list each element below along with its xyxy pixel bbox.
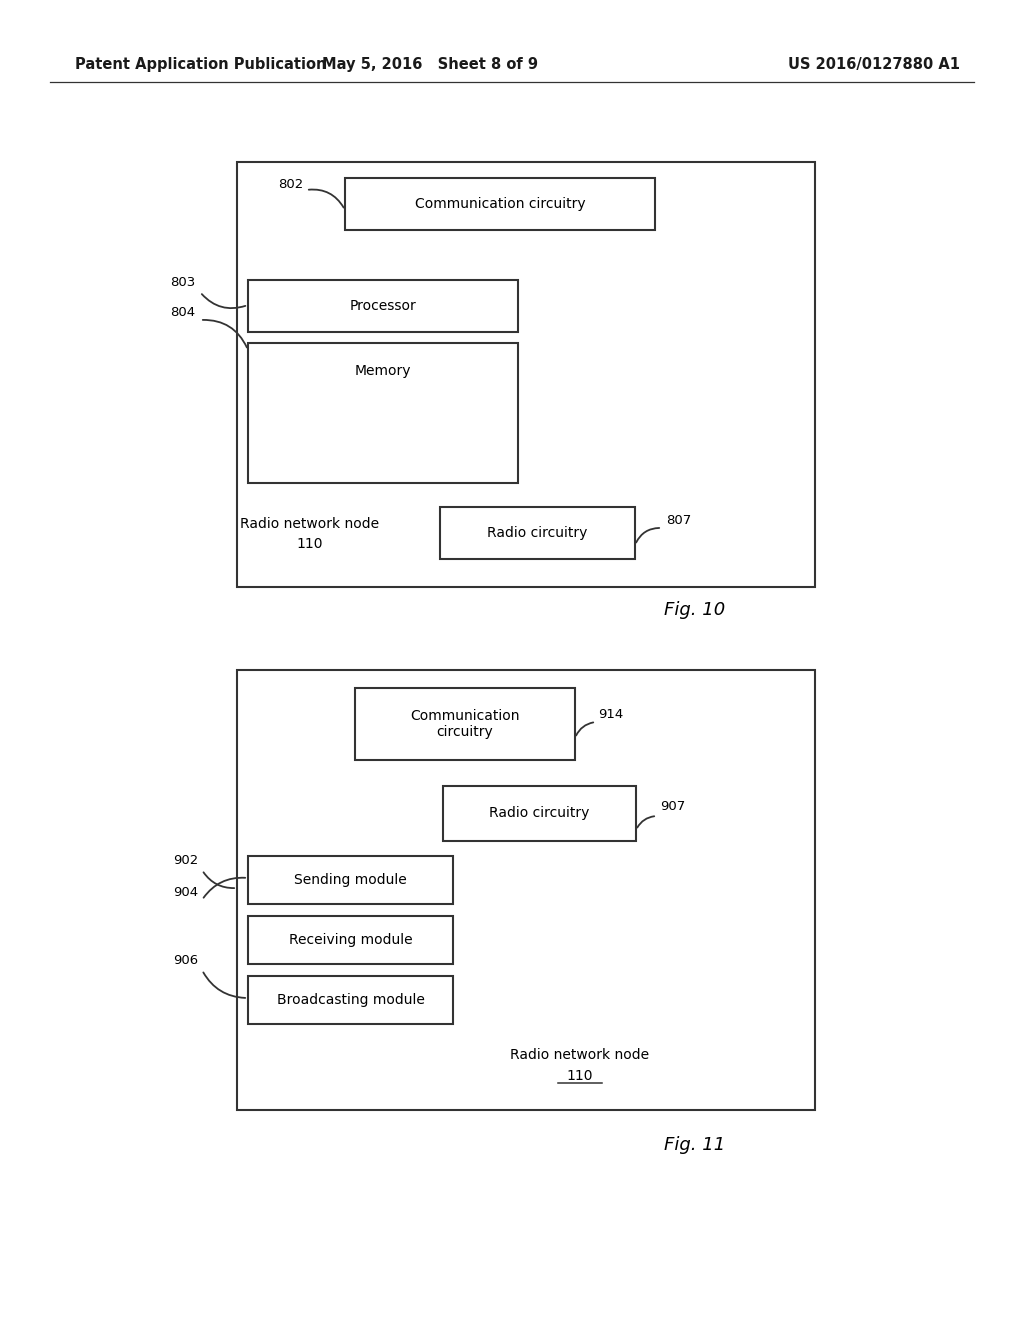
Text: 906: 906 xyxy=(173,953,198,966)
Text: 914: 914 xyxy=(598,708,624,721)
Bar xyxy=(345,178,655,230)
Text: Radio network node: Radio network node xyxy=(510,1048,649,1063)
Text: Processor: Processor xyxy=(349,300,417,313)
Text: Sending module: Sending module xyxy=(294,873,407,887)
Text: Communication
circuitry: Communication circuitry xyxy=(411,709,520,739)
Text: 110: 110 xyxy=(297,537,324,550)
Text: 902: 902 xyxy=(173,854,198,866)
Text: 802: 802 xyxy=(278,177,303,190)
Text: Patent Application Publication: Patent Application Publication xyxy=(75,58,327,73)
Bar xyxy=(440,507,635,558)
Text: 904: 904 xyxy=(173,886,198,899)
Text: 110: 110 xyxy=(566,1069,593,1082)
Text: Memory: Memory xyxy=(354,364,412,378)
Text: Communication circuitry: Communication circuitry xyxy=(415,197,586,211)
Text: Radio circuitry: Radio circuitry xyxy=(489,807,590,821)
Text: US 2016/0127880 A1: US 2016/0127880 A1 xyxy=(788,58,961,73)
Text: 907: 907 xyxy=(660,800,685,813)
Bar xyxy=(248,343,518,483)
Text: Fig. 10: Fig. 10 xyxy=(665,601,726,619)
Text: 807: 807 xyxy=(666,513,691,527)
Bar xyxy=(355,688,575,760)
Bar xyxy=(237,671,815,1110)
Text: Radio network node: Radio network node xyxy=(241,517,380,531)
Text: 804: 804 xyxy=(170,306,195,319)
Text: Broadcasting module: Broadcasting module xyxy=(276,993,424,1007)
Bar xyxy=(248,975,453,1024)
Text: Receiving module: Receiving module xyxy=(289,933,413,946)
Text: May 5, 2016   Sheet 8 of 9: May 5, 2016 Sheet 8 of 9 xyxy=(322,58,538,73)
Bar xyxy=(237,162,815,587)
Bar xyxy=(248,855,453,904)
Text: 803: 803 xyxy=(170,276,195,289)
Bar xyxy=(443,785,636,841)
Text: Radio circuitry: Radio circuitry xyxy=(487,525,588,540)
Text: Fig. 11: Fig. 11 xyxy=(665,1137,726,1154)
Bar xyxy=(248,280,518,333)
Bar xyxy=(248,916,453,964)
